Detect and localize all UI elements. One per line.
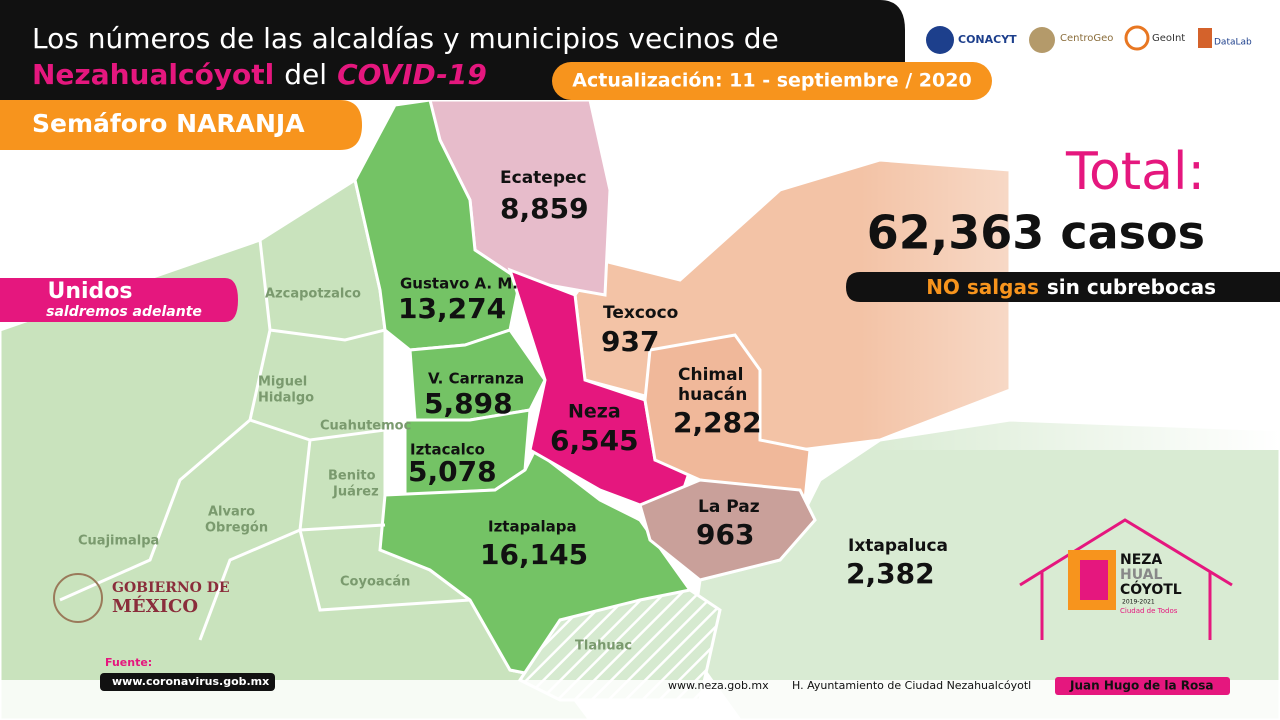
government: GOBIERNO DE — [112, 580, 230, 596]
area-name: Hidalgo — [258, 391, 314, 406]
total-label: Total: — [1065, 142, 1205, 202]
logo-icon — [926, 26, 954, 54]
source: www.coronavirus.gob.mx — [112, 675, 269, 688]
region-name: Chimal — [678, 365, 743, 385]
region-name: Ixtapaluca — [848, 536, 948, 556]
message-bg — [846, 272, 1280, 302]
region-cases: 963 — [696, 518, 754, 551]
update-pill — [552, 62, 992, 100]
area-name: Benito — [328, 469, 376, 484]
logo: CentroGeo — [1060, 33, 1113, 44]
region-name: V. Carranza — [428, 370, 524, 388]
house-icon — [1080, 560, 1108, 600]
area-name: Cuahutemoc — [320, 419, 411, 434]
area-name: Obregón — [205, 521, 268, 536]
message-rest: sin cubrebocas — [1047, 275, 1216, 299]
area-name: Alvaro — [208, 505, 255, 520]
region-name: Iztacalco — [410, 441, 485, 459]
region-cases: 2,282 — [673, 406, 762, 439]
logo-bar — [905, 10, 1280, 60]
message-highlight: NO salgas — [926, 275, 1039, 299]
logo: GeoInt — [1152, 33, 1185, 44]
update-date: Actualización: 11 - septiembre / 2020 — [572, 70, 971, 92]
house-outline — [1019, 518, 1233, 640]
other-area-labels: Azcapotzalco Miguel Hidalgo Cuahutemoc B… — [78, 287, 632, 654]
footer-link: Juan Hugo de la Rosa — [1069, 679, 1213, 693]
area-name: Azcapotzalco — [265, 287, 361, 302]
region-name: La Paz — [698, 497, 760, 517]
region-cases: 937 — [601, 325, 659, 358]
source-label: Fuente: — [105, 656, 152, 669]
region-name: Neza — [568, 401, 621, 423]
area-name: Tlahuac — [575, 639, 632, 654]
house-text: CÓYOTL — [1120, 580, 1182, 598]
logo-icon — [1029, 27, 1055, 53]
region-cases: 2,382 — [846, 557, 935, 590]
house-text: HUAL — [1120, 567, 1162, 583]
footer-link: www.neza.gob.mx — [668, 679, 769, 692]
house-text: NEZA — [1120, 552, 1162, 568]
region-cases: 6,545 — [550, 424, 639, 457]
region-labels: Ecatepec 8,859 Gustavo A. M. 13,274 V. C… — [398, 168, 948, 590]
region-name: Ecatepec — [500, 168, 587, 188]
area-name: Miguel — [258, 375, 307, 390]
title-mid: del — [284, 58, 327, 91]
title: Nezahualcóyotl del COVID-19 — [32, 58, 487, 91]
title: Los números de las alcaldías y municipio… — [32, 22, 779, 55]
region-cases: 5,078 — [408, 455, 497, 488]
logo: DataLab — [1214, 38, 1252, 48]
logo-icon — [1198, 28, 1212, 48]
region-name: huacán — [678, 385, 747, 405]
lapaz-area — [638, 478, 817, 582]
house-text: 2019-2021 — [1122, 599, 1155, 606]
gov-seal — [53, 573, 103, 623]
total-value: 62,363 casos — [867, 206, 1205, 260]
source-bg — [100, 673, 275, 691]
area-name: Cuajimalpa — [78, 534, 159, 549]
semaforo: Semáforo NARANJA — [32, 109, 305, 138]
message: NO salgas sin cubrebocas — [926, 275, 1216, 299]
title-covid: COVID-19 — [337, 58, 487, 91]
logo: CONACYT — [958, 33, 1017, 46]
region-cases: 13,274 — [398, 292, 506, 325]
footer-tag-bg — [1055, 677, 1230, 695]
region-cases: 8,859 — [500, 192, 589, 225]
region-cases: 16,145 — [480, 538, 588, 571]
semaforo-bg — [0, 100, 362, 150]
slogan: saldremos adelante — [46, 304, 202, 320]
title-highlight: Nezahualcóyotl — [32, 58, 274, 91]
house-text: Ciudad de Todos — [1120, 607, 1178, 615]
chimal-area — [643, 333, 812, 502]
region-name: Iztapalapa — [488, 518, 577, 536]
region-cases: 5,898 — [424, 387, 513, 420]
area-name: Juárez — [332, 485, 379, 500]
footer-link: H. Ayuntamiento de Ciudad Nezahualcóyotl — [792, 679, 1031, 692]
region-name: Gustavo A. M. — [400, 275, 518, 293]
slogan-bg — [0, 278, 238, 322]
borders — [59, 239, 471, 641]
slogan: Unidos — [47, 279, 132, 304]
area-name: Coyoacán — [340, 575, 410, 590]
government: MÉXICO — [112, 594, 198, 617]
logo-icon — [1124, 25, 1150, 51]
region-name: Texcoco — [603, 303, 678, 323]
